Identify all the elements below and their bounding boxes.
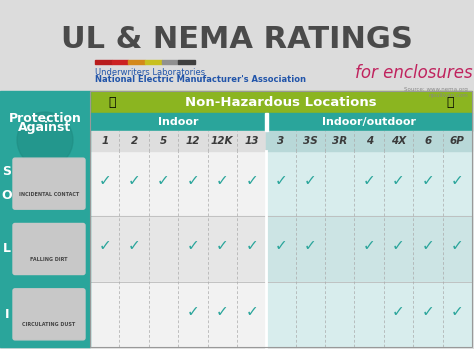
Text: 6P: 6P: [450, 136, 465, 146]
Text: National Electric Manufacturer's Association: National Electric Manufacturer's Associa…: [95, 75, 306, 84]
Text: ✓: ✓: [392, 304, 405, 319]
Text: 4X: 4X: [391, 136, 406, 146]
FancyBboxPatch shape: [13, 158, 85, 209]
Text: Indoor: Indoor: [158, 117, 199, 127]
Text: ✓: ✓: [216, 238, 228, 253]
Text: ✓: ✓: [128, 173, 140, 188]
Text: ✓: ✓: [363, 173, 375, 188]
Text: Against: Against: [18, 121, 72, 134]
Bar: [128, 60, 145, 64]
Text: ✓: ✓: [421, 238, 434, 253]
Text: ✓: ✓: [245, 238, 258, 253]
Bar: [112, 60, 128, 64]
Text: 🌿: 🌿: [108, 96, 116, 109]
Text: 13: 13: [245, 136, 259, 146]
Text: 12K: 12K: [211, 136, 234, 146]
FancyBboxPatch shape: [13, 223, 85, 275]
Bar: [0, 91, 90, 347]
Text: ✓: ✓: [98, 238, 111, 253]
Bar: [90, 91, 472, 113]
Bar: [178, 60, 195, 64]
Text: ✓: ✓: [451, 304, 464, 319]
Text: ✓: ✓: [186, 173, 199, 188]
Text: S: S: [2, 165, 11, 178]
Text: ✓: ✓: [421, 304, 434, 319]
Text: 3R: 3R: [332, 136, 347, 146]
Text: ✓: ✓: [216, 173, 228, 188]
Bar: [266, 282, 472, 347]
Text: ✓: ✓: [98, 173, 111, 188]
Text: Indoor/outdoor: Indoor/outdoor: [322, 117, 416, 127]
Text: Protection: Protection: [9, 111, 82, 125]
Text: CIRCULATING DUST: CIRCULATING DUST: [22, 322, 76, 327]
Text: O: O: [2, 189, 12, 202]
Bar: [265, 113, 268, 131]
Text: 2: 2: [130, 136, 138, 146]
Text: ✓: ✓: [128, 238, 140, 253]
Text: I: I: [5, 308, 9, 321]
Text: 5: 5: [160, 136, 167, 146]
Bar: [145, 60, 162, 64]
Bar: [90, 91, 472, 347]
Text: 3: 3: [277, 136, 284, 146]
Text: ✓: ✓: [186, 238, 199, 253]
Bar: [95, 60, 112, 64]
Text: 6: 6: [424, 136, 431, 146]
Text: INCIDENTAL CONTACT: INCIDENTAL CONTACT: [19, 192, 79, 196]
Text: L: L: [3, 243, 11, 255]
Text: UL & NEMA RATINGS: UL & NEMA RATINGS: [61, 24, 413, 53]
Text: 12: 12: [186, 136, 200, 146]
Bar: [90, 216, 266, 282]
FancyBboxPatch shape: [13, 289, 85, 340]
Text: ✓: ✓: [451, 238, 464, 253]
Circle shape: [17, 112, 73, 168]
Text: 3S: 3S: [303, 136, 318, 146]
Text: ✓: ✓: [274, 238, 287, 253]
Text: ✓: ✓: [245, 173, 258, 188]
Text: for enclosures: for enclosures: [355, 64, 473, 82]
Text: 1: 1: [101, 136, 109, 146]
Text: ✓: ✓: [245, 304, 258, 319]
Bar: [266, 216, 472, 282]
Text: ✓: ✓: [274, 173, 287, 188]
Text: ✓: ✓: [157, 173, 170, 188]
Text: ✓: ✓: [304, 173, 317, 188]
Text: ✓: ✓: [363, 238, 375, 253]
Text: Non-Hazardous Locations: Non-Hazardous Locations: [185, 96, 377, 109]
Text: ✓: ✓: [451, 173, 464, 188]
Bar: [90, 131, 266, 151]
Bar: [90, 91, 472, 347]
Bar: [0, 0, 474, 91]
Text: Underwriters Laboratories: Underwriters Laboratories: [95, 68, 205, 77]
Bar: [266, 113, 472, 131]
Text: FALLING DIRT: FALLING DIRT: [30, 257, 68, 262]
Bar: [266, 131, 472, 151]
Text: Source: www.nema.org
njsullivan.com: Source: www.nema.org njsullivan.com: [404, 87, 468, 98]
Text: ✓: ✓: [186, 304, 199, 319]
Bar: [266, 151, 472, 216]
Bar: [90, 151, 266, 216]
Bar: [90, 282, 266, 347]
Text: 🌿: 🌿: [446, 96, 454, 109]
Text: 4: 4: [365, 136, 373, 146]
Text: ✓: ✓: [216, 304, 228, 319]
Bar: [162, 60, 178, 64]
Text: ✓: ✓: [304, 238, 317, 253]
Text: ✓: ✓: [421, 173, 434, 188]
Bar: [90, 113, 266, 131]
Text: ✓: ✓: [392, 173, 405, 188]
Text: ✓: ✓: [392, 238, 405, 253]
